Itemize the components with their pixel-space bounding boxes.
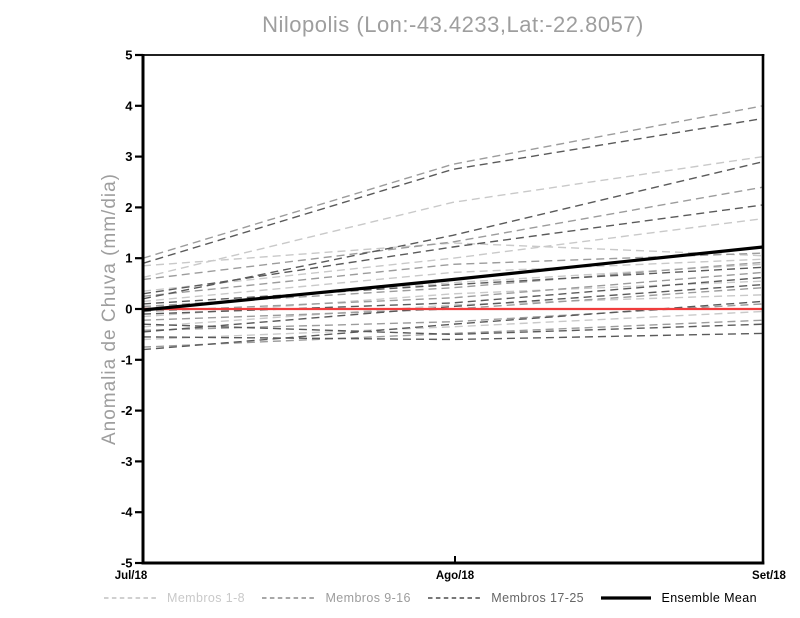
y-tick-label: 2: [125, 200, 132, 215]
y-tick-label: -3: [121, 454, 133, 469]
y-tick-label: -4: [121, 505, 133, 520]
legend-label: Membros 9-16: [325, 591, 411, 605]
y-tick-label: 1: [125, 251, 132, 266]
ensemble-mean-line: [143, 245, 763, 312]
y-tick-label: 5: [125, 48, 132, 63]
legend-label: Membros 1-8: [167, 591, 246, 605]
ensemble-member-line: [143, 186, 763, 281]
chart-title: Nilopolis (Lon:-43.4233,Lat:-22.8057): [262, 12, 644, 37]
legend-label: Ensemble Mean: [661, 591, 757, 605]
x-tick-label: Jul/18: [115, 570, 148, 582]
x-tick-label: Ago/18: [436, 570, 475, 582]
legend-item-membros-1-8: Membros 1-8: [103, 591, 245, 605]
ensemble-member-line: [143, 217, 763, 292]
dashed-line-swatch: [262, 597, 316, 599]
y-tick-label: 0: [125, 302, 132, 317]
y-tick-label: -2: [121, 403, 133, 418]
ensemble-member-line: [143, 323, 763, 336]
x-tick-label: Set/18: [752, 570, 786, 582]
ensemble-member-line: [143, 155, 763, 279]
y-axis-ticks: 5 4 3 2 1 0 -1 -2 -3 -4 -5: [121, 48, 143, 571]
series-layer: [143, 105, 763, 351]
members-group-2: [143, 105, 763, 348]
ensemble-member-line: [143, 117, 763, 264]
dashed-line-swatch: [428, 597, 482, 599]
members-group-3: [143, 117, 763, 351]
legend-label: Membros 17-25: [491, 591, 585, 605]
legend-item-ensemble-mean: Ensemble Mean: [600, 591, 757, 605]
y-tick-label: 3: [125, 149, 132, 164]
legend: Membros 1-8 Membros 9-16 Membros 17-25 E…: [103, 588, 757, 608]
members-group-1: [143, 155, 763, 341]
ensemble-member-line: [143, 204, 763, 295]
x-axis-ticks: Jul/18 Ago/18 Set/18: [115, 556, 787, 582]
legend-item-membros-17-25: Membros 17-25: [427, 591, 584, 605]
y-tick-label: -5: [121, 556, 133, 571]
solid-line-swatch: [601, 596, 652, 600]
y-tick-label: 4: [125, 98, 133, 113]
dashed-line-swatch: [104, 597, 157, 599]
ensemble-member-line: [143, 105, 763, 259]
ensemble-member-line: [143, 332, 763, 341]
y-tick-label: -1: [121, 352, 133, 367]
legend-item-membros-9-16: Membros 9-16: [261, 591, 410, 605]
